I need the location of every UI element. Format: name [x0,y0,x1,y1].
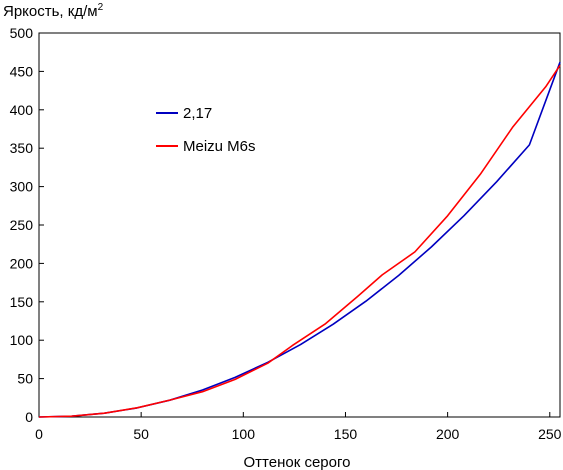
series-line-1 [38,61,561,418]
y-axis-title-superscript: 2 [98,2,104,13]
legend-label-series-2: Meizu M6s [183,138,256,155]
series-line-2 [38,64,561,418]
y-tick-label: 100 [10,332,34,348]
y-tick-label: 400 [10,102,34,118]
x-tick-label: 50 [133,426,149,442]
x-axis-title: Оттенок серого [244,454,351,470]
y-tick-label: 0 [25,409,33,425]
legend-label-series-1: 2,17 [183,105,212,122]
y-tick-label: 50 [17,371,33,387]
series-layer [38,61,561,418]
plot-frame [38,32,561,418]
y-tick-label: 250 [10,217,34,233]
x-tick-label: 200 [436,426,460,442]
y-axis-ticks: 0 50 100 150 200 250 300 350 400 450 500 [10,25,44,425]
x-tick-label: 150 [334,426,358,442]
y-tick-label: 350 [10,140,34,156]
x-tick-label: 100 [232,426,256,442]
x-tick-label: 0 [35,426,43,442]
y-axis-title: Яркость, кд/м2 [3,2,104,20]
y-tick-label: 450 [10,63,34,79]
y-axis-title-text: Яркость, кд/м [3,3,98,20]
legend: 2,17 Meizu M6s [156,105,256,155]
x-tick-label: 250 [538,426,562,442]
y-tick-label: 500 [10,25,34,41]
y-tick-label: 150 [10,294,34,310]
x-axis-ticks: 0 50 100 150 200 250 [35,412,562,442]
y-tick-label: 300 [10,179,34,195]
y-tick-label: 200 [10,255,34,271]
